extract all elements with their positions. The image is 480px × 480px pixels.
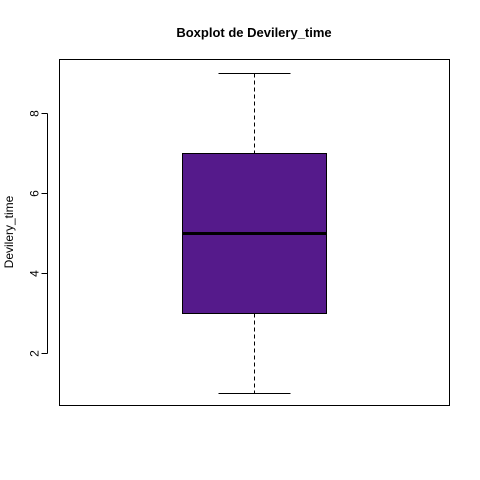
y-axis: 2 4 6 8 (28, 110, 48, 357)
y-axis-label: Devilery_time (2, 195, 16, 268)
y-tick-label: 4 (28, 270, 42, 277)
chart-title: Boxplot de Devilery_time (176, 25, 331, 40)
plot-frame (59, 59, 450, 406)
y-tick-label: 6 (28, 190, 42, 197)
box-group (182, 73, 327, 394)
y-tick-label: 8 (28, 110, 42, 117)
y-tick-label: 2 (28, 350, 42, 357)
